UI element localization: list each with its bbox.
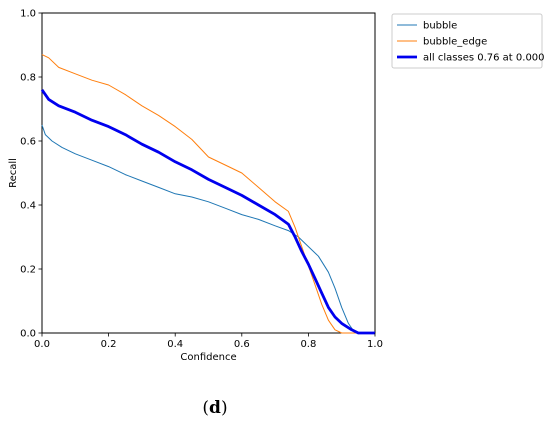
plot-frame bbox=[41, 12, 376, 334]
x-tick-label: 0.2 bbox=[101, 339, 117, 350]
legend-entry-label: bubble bbox=[423, 21, 457, 32]
x-tick-label: 0.0 bbox=[34, 339, 50, 350]
y-tick-label: 0.0 bbox=[20, 329, 36, 340]
legend-entry-label: bubble_edge bbox=[423, 37, 487, 48]
y-tick-label: 1.0 bbox=[20, 9, 36, 20]
legend-entry-label: all classes 0.76 at 0.000 bbox=[423, 53, 545, 64]
y-axis-ticks: 0.0 0.2 0.4 0.6 0.8 1.0 bbox=[20, 9, 42, 340]
pr-curve-chart: 0.0 0.2 0.4 0.6 0.8 1.0 0.0 0.2 0.4 0.6 0.8 1.0 Co… bbox=[8, 9, 545, 364]
x-tick-label: 0.6 bbox=[234, 339, 250, 350]
legend-box bbox=[391, 13, 543, 69]
x-tick-label: 1.0 bbox=[367, 339, 383, 350]
y-tick-label: 0.4 bbox=[20, 201, 36, 212]
series-lines bbox=[40, 54, 375, 335]
plot-area bbox=[41, 12, 376, 334]
y-tick-label: 0.8 bbox=[20, 73, 36, 84]
caption-letter: d bbox=[209, 398, 221, 418]
caption-open-paren: ( bbox=[202, 398, 210, 418]
x-tick-label: 0.8 bbox=[300, 339, 316, 350]
y-axis-label: Recall bbox=[8, 158, 19, 188]
y-tick-label: 0.6 bbox=[20, 137, 36, 148]
series-line-2 bbox=[40, 88, 375, 335]
x-axis-ticks: 0.0 0.2 0.4 0.6 0.8 1.0 bbox=[34, 333, 383, 350]
figure-caption: (d) bbox=[0, 398, 430, 418]
series-line-0 bbox=[41, 124, 375, 334]
series-line-1 bbox=[41, 54, 375, 334]
x-tick-label: 0.4 bbox=[167, 339, 183, 350]
caption-close-paren: ) bbox=[220, 398, 228, 418]
x-axis-label: Confidence bbox=[180, 352, 236, 363]
y-tick-label: 0.2 bbox=[20, 265, 36, 276]
